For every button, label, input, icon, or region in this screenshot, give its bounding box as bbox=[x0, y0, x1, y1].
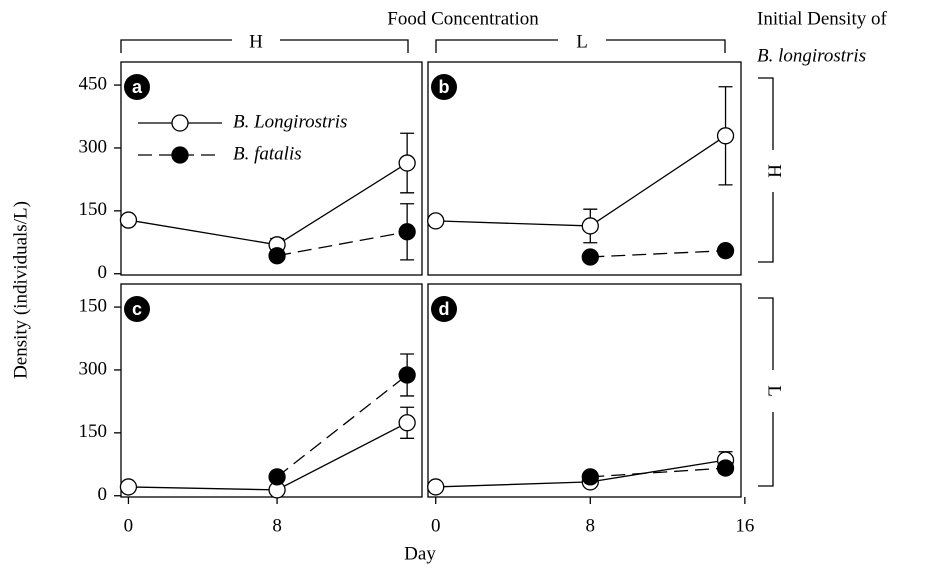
data-point bbox=[268, 468, 286, 486]
x-tick-label: 8 bbox=[586, 515, 596, 536]
series-line bbox=[590, 250, 726, 258]
series-line bbox=[128, 162, 408, 246]
data-point bbox=[398, 414, 416, 432]
panel-frame bbox=[427, 283, 742, 498]
series-line bbox=[128, 422, 408, 491]
y-tick-label: 150 bbox=[79, 421, 108, 442]
row-title: B. longirostris bbox=[757, 45, 866, 66]
panel-frame bbox=[120, 61, 423, 276]
figure-title: Food Concentration bbox=[387, 8, 539, 29]
row-title: Initial Density of bbox=[757, 8, 887, 29]
panel-badge bbox=[124, 74, 150, 100]
x-tick-label: 0 bbox=[124, 515, 134, 536]
legend-label: B. fatalis bbox=[233, 143, 302, 164]
panel-label: c bbox=[132, 299, 142, 319]
bracket bbox=[120, 39, 409, 53]
panel-label: a bbox=[132, 77, 143, 97]
data-point bbox=[398, 366, 416, 384]
y-tick-label: 300 bbox=[79, 136, 108, 157]
x-tick-label: 8 bbox=[272, 515, 282, 536]
series-line bbox=[590, 467, 726, 478]
legend-label: B. Longirostris bbox=[233, 111, 347, 132]
panel-label: d bbox=[439, 299, 450, 319]
y-tick-label: 0 bbox=[98, 484, 108, 505]
column-label: H bbox=[249, 31, 263, 52]
row-label: L bbox=[764, 385, 785, 397]
data-point bbox=[119, 211, 138, 229]
y-tick-label: 0 bbox=[98, 262, 108, 283]
data-point bbox=[581, 248, 599, 266]
bracket bbox=[758, 297, 774, 487]
data-point bbox=[581, 217, 599, 235]
series-line bbox=[435, 459, 726, 488]
data-point bbox=[716, 242, 735, 260]
legend-marker bbox=[171, 146, 189, 164]
y-tick-label: 150 bbox=[79, 295, 108, 316]
data-point bbox=[716, 127, 735, 145]
y-tick-label: 450 bbox=[79, 73, 108, 94]
data-point bbox=[716, 459, 735, 477]
data-point bbox=[398, 223, 416, 241]
row-label: H bbox=[764, 164, 785, 178]
series-line bbox=[435, 135, 726, 227]
data-point bbox=[427, 478, 445, 496]
panel-badge bbox=[431, 296, 457, 322]
bracket bbox=[435, 39, 726, 53]
panel-badge bbox=[124, 296, 150, 322]
legend-marker bbox=[171, 114, 189, 132]
data-point bbox=[581, 468, 599, 486]
column-label: L bbox=[576, 31, 588, 52]
data-point bbox=[268, 247, 286, 265]
x-axis-label: Day bbox=[404, 543, 436, 564]
data-point bbox=[427, 212, 445, 230]
bracket bbox=[758, 77, 774, 263]
panel-frame bbox=[120, 283, 423, 498]
y-tick-label: 300 bbox=[79, 358, 108, 379]
series-line bbox=[276, 374, 408, 478]
y-axis-label: Density (individuals/L) bbox=[10, 201, 31, 379]
x-tick-label: 16 bbox=[735, 515, 754, 536]
panel-badge bbox=[431, 74, 457, 100]
series-line bbox=[276, 231, 408, 257]
data-point bbox=[398, 154, 416, 172]
y-tick-label: 150 bbox=[79, 199, 108, 220]
panel-label: b bbox=[439, 77, 450, 97]
panel-frame bbox=[427, 61, 742, 276]
data-point bbox=[119, 478, 138, 496]
x-tick-label: 0 bbox=[431, 515, 441, 536]
